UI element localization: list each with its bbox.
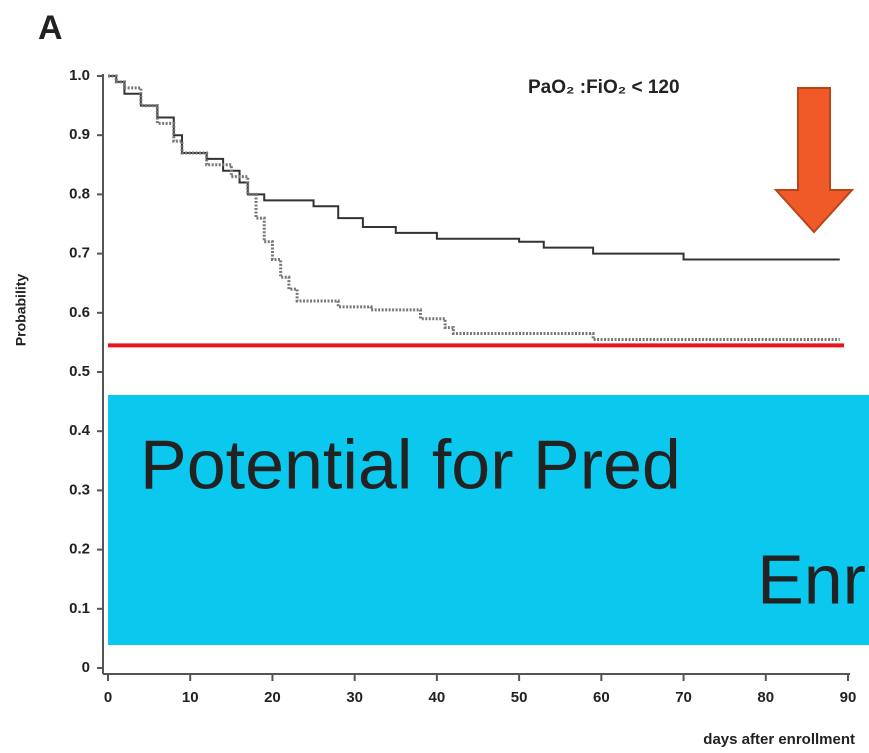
overlay-box <box>108 395 869 645</box>
x-tick-label: 70 <box>675 689 692 706</box>
y-tick-label: 0 <box>82 659 90 676</box>
annotation: PaO₂ :FiO₂ < 120 <box>528 77 680 98</box>
arrow <box>773 87 855 234</box>
x-tick-label: 80 <box>757 689 774 706</box>
x-tick-label: 90 <box>840 689 857 706</box>
y-tick-label: 0.6 <box>69 304 90 321</box>
y-tick-label: 0.7 <box>69 245 90 262</box>
y-tick-label: 0.4 <box>69 422 91 439</box>
y-tick-label: 0.9 <box>69 126 90 143</box>
y-tick-label: 0.2 <box>69 541 90 558</box>
x-tick-label: 30 <box>346 689 363 706</box>
y-axis-label: Probability <box>13 274 29 347</box>
x-tick-label: 10 <box>182 689 199 706</box>
x-tick-label: 50 <box>511 689 528 706</box>
survival-curve <box>108 74 840 341</box>
y-tick-label: 0.3 <box>69 481 90 498</box>
overlay-text: Potential for Pred <box>140 425 681 503</box>
y-tick-label: 0.8 <box>69 185 90 202</box>
panel-label: A <box>38 9 63 47</box>
y-tick-label: 1.0 <box>69 67 90 84</box>
x-tick-label: 20 <box>264 689 281 706</box>
x-tick-label: 40 <box>429 689 446 706</box>
x-axis-label: days after enrollment <box>703 731 855 748</box>
x-tick-label: 0 <box>104 689 112 706</box>
x-tick-label: 60 <box>593 689 610 706</box>
y-tick-label: 0.1 <box>69 600 90 617</box>
overlay-text: Enr <box>757 540 866 618</box>
survival-curve <box>108 75 840 261</box>
y-tick-label: 0.5 <box>69 363 90 380</box>
